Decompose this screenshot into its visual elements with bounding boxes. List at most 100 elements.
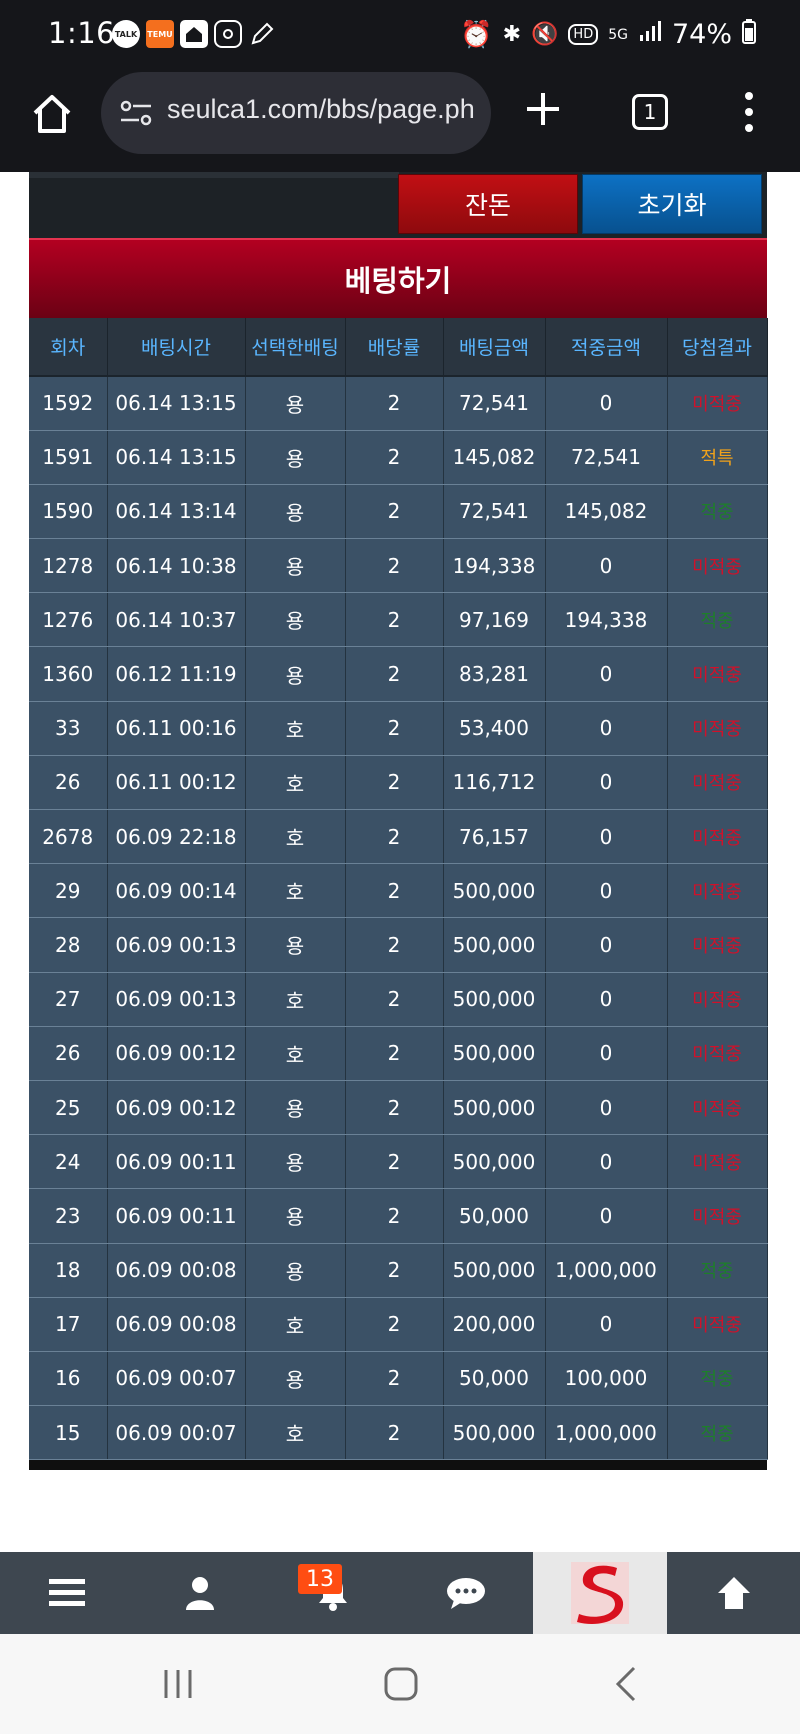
odds-cell: 2 [345, 592, 444, 648]
bet-amount-cell: 116,712 [443, 755, 546, 811]
result-cell: 미적중 [667, 701, 768, 756]
bottom-nav: 13 [0, 1552, 800, 1634]
temu-icon: TEMU [146, 20, 174, 48]
round-cell: 1276 [29, 592, 108, 648]
site-logo[interactable] [533, 1552, 667, 1634]
bet-amount-cell: 145,082 [443, 430, 546, 485]
selection-cell: 호 [245, 1297, 346, 1352]
result-cell: 미적중 [667, 376, 768, 431]
table-row: 23 06.09 00:11 용 2 50,000 0 미적중 [29, 1188, 768, 1244]
result-cell: 적중 [667, 592, 768, 648]
result-cell: 적중 [667, 1351, 768, 1407]
selection-cell: 호 [245, 809, 346, 865]
odds-cell: 2 [345, 863, 444, 919]
home-nav-icon[interactable] [383, 1666, 419, 1706]
win-amount-cell: 100,000 [545, 1351, 668, 1407]
result-cell: 미적중 [667, 1297, 768, 1352]
win-amount-cell: 0 [545, 1026, 668, 1081]
selection-cell: 용 [245, 1134, 346, 1190]
odds-cell: 2 [345, 484, 444, 540]
bet-amount-cell: 500,000 [443, 1080, 546, 1136]
bet-amount-cell: 53,400 [443, 701, 546, 756]
win-amount-cell: 0 [545, 972, 668, 1027]
table-row: 1276 06.14 10:37 용 2 97,169 194,338 적중 [29, 592, 768, 648]
round-cell: 1591 [29, 430, 108, 485]
win-amount-cell: 0 [545, 809, 668, 865]
input-edge [29, 172, 399, 178]
mute-icon: 🔇 [531, 22, 559, 47]
bet-time-cell: 06.09 00:14 [107, 863, 246, 919]
bet-amount-cell: 72,541 [443, 484, 546, 540]
selection-cell: 용 [245, 1188, 346, 1244]
win-amount-cell: 0 [545, 538, 668, 594]
table-row: 15 06.09 00:07 호 2 500,000 1,000,000 적중 [29, 1405, 768, 1461]
round-cell: 16 [29, 1351, 108, 1407]
pen-icon [248, 20, 276, 48]
table-row: 29 06.09 00:14 호 2 500,000 0 미적중 [29, 863, 768, 919]
bet-time-cell: 06.09 00:13 [107, 917, 246, 973]
win-amount-cell: 0 [545, 755, 668, 811]
reset-button[interactable]: 초기화 [582, 174, 762, 234]
bet-amount-cell: 500,000 [443, 863, 546, 919]
bet-amount-cell: 500,000 [443, 972, 546, 1027]
back-icon[interactable] [614, 1666, 638, 1706]
round-cell: 25 [29, 1080, 108, 1136]
table-row: 28 06.09 00:13 용 2 500,000 0 미적중 [29, 917, 768, 973]
bet-amount-cell: 50,000 [443, 1351, 546, 1407]
selection-cell: 용 [245, 484, 346, 540]
new-tab-icon[interactable] [523, 88, 563, 136]
bet-time-cell: 06.09 00:13 [107, 972, 246, 1027]
column-header-bet-amount: 배팅금액 [443, 318, 546, 377]
round-cell: 15 [29, 1405, 108, 1461]
round-cell: 27 [29, 972, 108, 1027]
odds-cell: 2 [345, 538, 444, 594]
result-cell: 미적중 [667, 863, 768, 919]
bet-amount-cell: 500,000 [443, 1134, 546, 1190]
home-icon[interactable] [30, 92, 74, 136]
arrow-up-icon[interactable] [667, 1552, 800, 1634]
bet-time-cell: 06.14 10:37 [107, 592, 246, 648]
round-cell: 24 [29, 1134, 108, 1190]
win-amount-cell: 0 [545, 646, 668, 702]
win-amount-cell: 1,000,000 [545, 1405, 668, 1461]
selection-cell: 호 [245, 755, 346, 811]
balance-button[interactable]: 잔돈 [398, 174, 578, 234]
battery-level: 74% [671, 19, 732, 50]
win-amount-cell: 194,338 [545, 592, 668, 648]
recent-apps-icon[interactable] [160, 1668, 196, 1704]
user-icon[interactable] [133, 1552, 266, 1634]
bet-time-cell: 06.14 13:14 [107, 484, 246, 540]
chat-icon[interactable] [399, 1552, 533, 1634]
result-cell: 미적중 [667, 1080, 768, 1136]
table-row: 26 06.11 00:12 호 2 116,712 0 미적중 [29, 755, 768, 811]
table-row: 24 06.09 00:11 용 2 500,000 0 미적중 [29, 1134, 768, 1190]
site-settings-icon[interactable] [119, 98, 153, 128]
table-header-row: 회차 배팅시간 선택한배팅 배당률 배팅금액 적중금액 당첨결과 [29, 318, 768, 377]
bet-time-cell: 06.09 00:12 [107, 1080, 246, 1136]
page-content: 잔돈 초기화 베팅하기 회차 배팅시간 선택한배팅 배당률 배팅금액 적중금액 … [0, 172, 800, 1552]
menu-icon[interactable] [0, 1552, 133, 1634]
win-amount-cell: 0 [545, 376, 668, 431]
more-options-icon[interactable] [742, 88, 756, 136]
result-cell: 미적중 [667, 646, 768, 702]
table-row: 17 06.09 00:08 호 2 200,000 0 미적중 [29, 1297, 768, 1352]
address-bar[interactable]: seulca1.com/bbs/page.ph [101, 72, 491, 154]
selection-cell: 용 [245, 430, 346, 485]
bet-time-cell: 06.09 00:12 [107, 1026, 246, 1081]
bet-time-cell: 06.11 00:12 [107, 755, 246, 811]
table-row: 27 06.09 00:13 호 2 500,000 0 미적중 [29, 972, 768, 1027]
bet-time-cell: 06.11 00:16 [107, 701, 246, 756]
home-app-icon [180, 20, 208, 48]
result-cell: 적특 [667, 430, 768, 485]
bet-amount-cell: 76,157 [443, 809, 546, 865]
result-cell: 미적중 [667, 538, 768, 594]
selection-cell: 용 [245, 538, 346, 594]
tab-switcher-button[interactable]: 1 [632, 94, 668, 130]
round-cell: 1592 [29, 376, 108, 431]
selection-cell: 용 [245, 646, 346, 702]
win-amount-cell: 0 [545, 1188, 668, 1244]
bet-time-cell: 06.12 11:19 [107, 646, 246, 702]
odds-cell: 2 [345, 1405, 444, 1461]
odds-cell: 2 [345, 755, 444, 811]
bet-time-cell: 06.09 00:11 [107, 1188, 246, 1244]
